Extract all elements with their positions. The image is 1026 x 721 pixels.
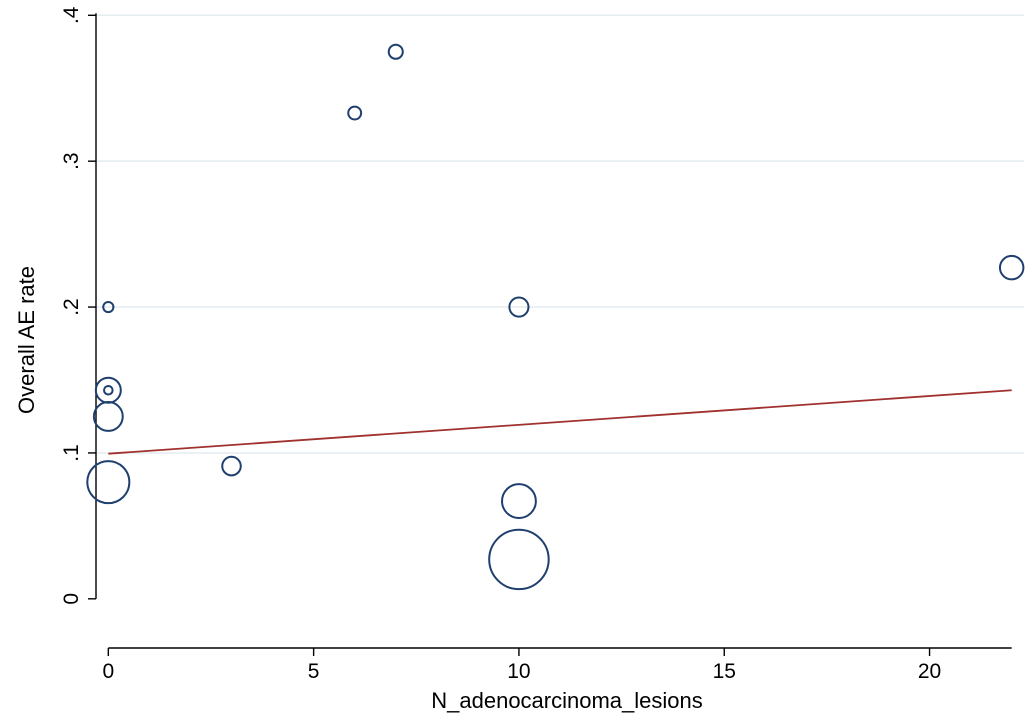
- y-tick-label: .1: [60, 444, 83, 462]
- axes: [88, 13, 1012, 656]
- data-point: [508, 296, 530, 318]
- data-point: [92, 401, 124, 432]
- y-tick-label: 0: [60, 593, 83, 605]
- x-tick-label: 15: [713, 660, 736, 683]
- gridlines: [96, 14, 1024, 454]
- tick-labels: 0 .1 .2 .3 .4 0 5 10 15 20: [60, 6, 941, 683]
- data-point: [103, 384, 114, 396]
- data-point: [488, 528, 550, 591]
- y-tick-label: .3: [60, 152, 83, 170]
- data-point: [347, 105, 363, 121]
- y-tick-label: .4: [60, 6, 83, 24]
- x-tick-label: 5: [308, 660, 320, 683]
- data-point: [998, 254, 1025, 281]
- fit-line-layer: [108, 389, 1012, 455]
- y-axis-title: Overall AE rate: [14, 266, 39, 414]
- data-point: [86, 460, 131, 505]
- data-points: [86, 43, 1025, 591]
- x-tick-label: 0: [102, 660, 114, 683]
- data-point: [501, 483, 537, 519]
- y-tick-label: .2: [60, 298, 83, 316]
- data-point: [102, 300, 115, 314]
- x-tick-label: 20: [918, 660, 941, 683]
- fit-line: [108, 389, 1012, 455]
- x-axis-title: N_adenocarcinoma_lesions: [431, 688, 703, 713]
- x-tick-label: 10: [507, 660, 530, 683]
- data-point: [221, 455, 242, 477]
- data-point: [387, 43, 404, 60]
